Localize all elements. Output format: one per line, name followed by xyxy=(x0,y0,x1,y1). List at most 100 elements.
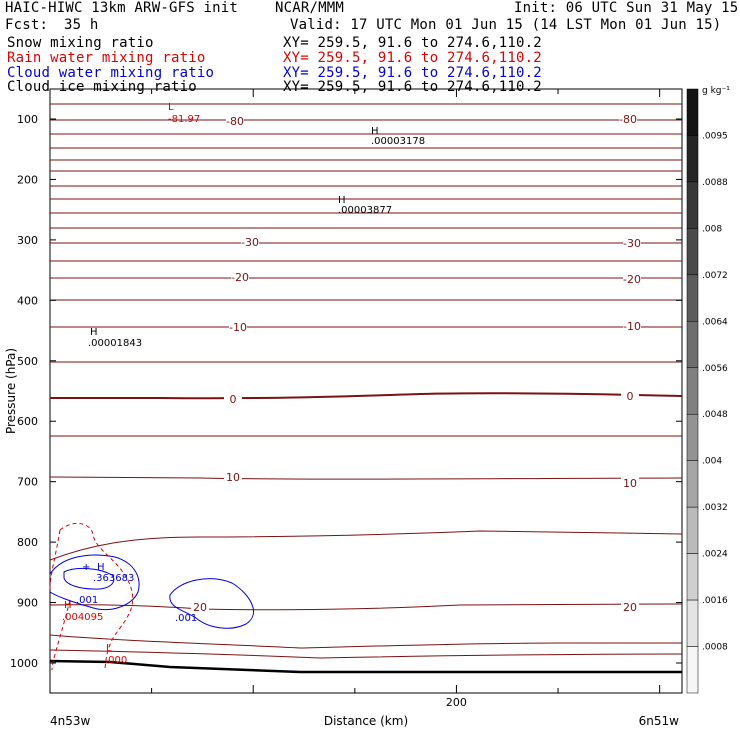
x-tick-label: 200 xyxy=(446,696,467,709)
y-axis-title: Pressure (hPa) xyxy=(4,348,18,434)
isotherm-label: -80 xyxy=(619,113,637,126)
annotation-mark: H xyxy=(338,195,346,206)
cloud-water-contour-east xyxy=(169,578,254,629)
colorbar-swatch xyxy=(686,228,699,276)
isotherm-label: -20 xyxy=(623,273,641,286)
isotherm-line xyxy=(50,392,682,400)
cloud-water-contour-inner xyxy=(63,567,115,590)
iso-label-bg xyxy=(623,320,641,332)
colorbar-label: .004 xyxy=(702,457,722,467)
iso-label-bg xyxy=(621,477,639,489)
isotherm-label: -20 xyxy=(231,271,249,284)
colorbar-label: .008 xyxy=(702,224,722,234)
isotherm-label: 20 xyxy=(623,601,637,614)
colorbar-swatch xyxy=(686,553,699,601)
y-tick-label: 800 xyxy=(17,536,38,549)
annotation-value: .00003178 xyxy=(371,136,425,147)
colorbar-label: .0095 xyxy=(702,131,728,141)
colorbar-swatch xyxy=(686,460,699,508)
plot-title: HAIC-HIWC 13km ARW-GFS init xyxy=(5,0,238,16)
contour-value-label: .001 xyxy=(175,613,197,624)
field-name-cloud-water: Cloud water mixing ratio xyxy=(7,65,215,81)
rain-water-contour xyxy=(49,522,134,671)
colorbar-label: .0024 xyxy=(702,550,728,560)
valid-time: Valid: 17 UTC Mon 01 Jun 15 (14 LST Mon … xyxy=(290,17,722,33)
colorbar-label: .0064 xyxy=(702,317,728,327)
y-axis: 1002003004005006007008009001000Pressure … xyxy=(4,113,682,670)
annotation-value: .00001843 xyxy=(88,338,142,349)
colorbar-label: .0032 xyxy=(702,503,728,513)
colorbar-label: .0048 xyxy=(702,410,728,420)
contour-value-label: .001 xyxy=(76,595,98,606)
annotation-mark: L xyxy=(168,102,174,113)
colorbar-unit: g kg⁻¹ xyxy=(702,86,730,96)
colorbar-swatch xyxy=(686,181,699,229)
field-xy-rain: XY= 259.5, 91.6 to 274.6,110.2 xyxy=(283,50,542,66)
annotation-value: -81.97 xyxy=(168,114,200,125)
isotherm-line xyxy=(50,603,682,611)
isotherm-label: -80 xyxy=(226,115,244,128)
colorbar-swatch xyxy=(686,88,699,136)
iso-label-bg xyxy=(619,113,637,125)
colorbar-swatch xyxy=(686,413,699,461)
agency-label: NCAR/MMM xyxy=(275,0,345,16)
isotherm-label: 20 xyxy=(193,601,207,614)
init-time: Init: 06 UTC Sun 31 May 15 xyxy=(514,0,739,16)
annotations: L -81.97 H .00003178 H .00003877 H .0000… xyxy=(62,102,425,666)
iso-label-bg xyxy=(226,115,244,127)
iso-label-bg xyxy=(229,321,247,333)
isotherm-line xyxy=(50,634,682,649)
annotation-mark: H xyxy=(371,126,379,137)
plot-frame xyxy=(49,88,683,694)
iso-label-bg xyxy=(191,601,209,613)
cloud-max-marker: + xyxy=(82,562,90,573)
x-end-label: 6n51w xyxy=(639,714,680,728)
isotherm-line xyxy=(50,476,682,480)
colorbar-label: .0008 xyxy=(702,643,728,653)
colorbar-label: .0072 xyxy=(702,271,728,281)
terrain-line xyxy=(49,659,682,674)
forecast-label: Fcst: xyxy=(5,17,49,33)
isotherm-label: 0 xyxy=(230,393,237,406)
y-tick-label: 700 xyxy=(17,476,38,489)
colorbar: .0095 .0088 .008 .0072 .0064 .0056 .0048 .004 .0… xyxy=(686,88,728,694)
field-name-cloud-ice: Cloud ice mixing ratio xyxy=(7,79,197,95)
colorbar-label: .0088 xyxy=(702,178,728,188)
field-name-rain: Rain water mixing ratio xyxy=(7,50,206,66)
iso-label-bg xyxy=(231,271,249,283)
y-tick-label: 900 xyxy=(17,597,38,610)
isotherm-label: -10 xyxy=(623,320,641,333)
y-tick-label: 500 xyxy=(17,355,38,368)
forecast-hour: 35 h xyxy=(64,17,99,33)
colorbar-swatch xyxy=(686,321,699,369)
annotation-mark: H xyxy=(97,562,105,573)
iso-label-bg xyxy=(623,237,641,249)
iso-label-bg xyxy=(241,236,259,248)
iso-label-bg xyxy=(224,393,242,405)
iso-label-bg xyxy=(621,390,639,402)
isotherm-label: 10 xyxy=(623,477,637,490)
colorbar-swatch xyxy=(686,367,699,415)
iso-label-bg xyxy=(623,273,641,285)
field-xy-cloud-water: XY= 259.5, 91.6 to 274.6,110.2 xyxy=(283,65,542,81)
colorbar-swatch xyxy=(686,646,699,694)
y-tick-label: 300 xyxy=(17,234,38,247)
isotherm-label: -30 xyxy=(241,236,259,249)
field-xy-snow: XY= 259.5, 91.6 to 274.6,110.2 xyxy=(283,35,542,51)
isotherm-label: -30 xyxy=(623,237,641,250)
cloud-water-contour xyxy=(49,554,140,611)
field-name-snow: Snow mixing ratio xyxy=(7,35,154,51)
annotation-value: .363683 xyxy=(93,573,134,584)
y-tick-label: 200 xyxy=(17,173,38,186)
colorbar-swatch xyxy=(686,135,699,183)
field-xy-cloud-ice: XY= 259.5, 91.6 to 274.6,110.2 xyxy=(283,79,542,95)
isotherm-lines xyxy=(50,103,682,659)
annotation-mark: H xyxy=(64,600,72,611)
annotation-value: .00003877 xyxy=(338,205,392,216)
annotation-mark: H xyxy=(90,327,98,338)
y-tick-label: 100 xyxy=(17,113,38,126)
isotherm-line xyxy=(50,649,682,659)
annotation-mark: L xyxy=(106,643,112,654)
isotherm-label: 10 xyxy=(226,471,240,484)
